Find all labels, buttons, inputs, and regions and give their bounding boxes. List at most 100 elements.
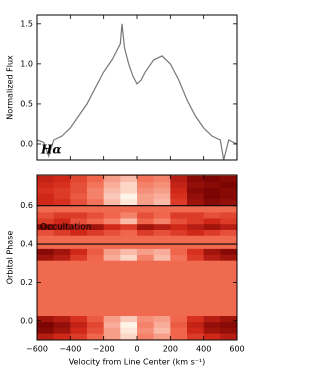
x-tick-label: 600	[229, 345, 244, 354]
heat-cell	[203, 175, 221, 183]
heat-cell	[53, 327, 71, 334]
heat-cell	[153, 212, 171, 219]
heat-cell	[187, 254, 204, 261]
heat-cell	[120, 223, 138, 230]
heat-cell	[137, 327, 154, 334]
heat-cell	[87, 198, 104, 206]
heat-cell	[87, 175, 104, 183]
heat-cell	[187, 181, 204, 188]
heat-cell	[187, 193, 204, 200]
heat-cell	[170, 316, 188, 323]
heat-cell	[120, 181, 138, 188]
heat-cell	[170, 327, 188, 334]
heat-cell	[120, 248, 138, 255]
heat-cell	[187, 333, 204, 340]
heat-cell	[170, 187, 188, 194]
heat-cell	[37, 187, 54, 194]
heat-cell	[53, 254, 71, 261]
heat-cell	[103, 316, 121, 323]
heat-cell	[187, 248, 204, 255]
heat-cell	[103, 333, 121, 340]
heat-cell	[70, 181, 88, 188]
heat-cell	[70, 198, 88, 206]
heat-cell	[220, 223, 238, 230]
y-tick-label: 0.0	[20, 316, 33, 325]
heat-cell	[120, 175, 138, 183]
heat-cell	[120, 187, 138, 194]
heat-cell	[37, 175, 54, 183]
y-tick-label: 0.5	[20, 99, 33, 108]
heat-cell	[70, 333, 88, 340]
heat-cell	[87, 218, 104, 225]
heat-cell	[203, 181, 221, 188]
heat-cell	[87, 333, 104, 340]
line-annotation: Hα	[40, 143, 62, 157]
flux-line	[36, 23, 238, 161]
heat-cell	[120, 218, 138, 225]
heat-cell	[70, 316, 88, 323]
heat-cell	[220, 316, 238, 323]
heat-cell	[53, 198, 71, 206]
heat-cell	[170, 198, 188, 206]
heat-cell	[120, 333, 138, 340]
heat-cell	[170, 218, 188, 225]
heat-cell	[70, 218, 88, 225]
x-axis-label: Velocity from Line Center (km s⁻¹)	[69, 358, 206, 367]
heat-cell	[37, 229, 54, 236]
heat-cell	[220, 333, 238, 340]
heat-cell	[220, 229, 238, 236]
y-axis-label: Normalized Flux	[6, 55, 15, 120]
heat-cell	[87, 229, 104, 236]
heat-cell	[137, 321, 154, 328]
y-tick-label: 0.2	[20, 278, 33, 287]
heat-cell	[70, 321, 88, 328]
y-tick-label: 0.4	[20, 240, 33, 249]
x-tick-label: −600	[26, 345, 48, 354]
heat-cell	[70, 248, 88, 255]
y-tick-label: 0.6	[20, 201, 33, 210]
heat-cell	[220, 327, 238, 334]
heat-cell	[203, 212, 221, 219]
heat-cell	[103, 229, 121, 236]
heat-cell	[170, 229, 188, 236]
heat-cell	[53, 223, 71, 230]
heat-cell	[70, 223, 88, 230]
heat-cell	[87, 316, 104, 323]
heat-cell	[137, 223, 154, 230]
heat-cell	[37, 316, 54, 323]
heat-cell	[170, 321, 188, 328]
heat-cell	[103, 212, 121, 219]
heat-cell	[120, 327, 138, 334]
heat-cell	[153, 223, 171, 230]
x-tick-label: 400	[196, 345, 211, 354]
heat-cell	[153, 333, 171, 340]
heat-cell	[203, 316, 221, 323]
heat-cell	[153, 187, 171, 194]
heat-cell	[103, 187, 121, 194]
heat-cell	[37, 254, 54, 261]
heat-cell	[87, 223, 104, 230]
heat-cell	[220, 175, 238, 183]
heat-cell	[153, 316, 171, 323]
heat-cell	[153, 175, 171, 183]
heat-cell	[120, 198, 138, 206]
heat-cell	[53, 218, 71, 225]
heat-cell	[203, 333, 221, 340]
heat-cell	[137, 248, 154, 255]
heat-cell	[203, 248, 221, 255]
heat-cell	[153, 248, 171, 255]
heat-cell	[153, 198, 171, 206]
heat-cell	[220, 248, 238, 255]
heat-cell	[153, 229, 171, 236]
x-tick-label: −200	[93, 345, 115, 354]
heat-cell	[120, 316, 138, 323]
heat-cell	[87, 181, 104, 188]
heat-cell	[137, 198, 154, 206]
heat-cell	[153, 254, 171, 261]
heat-cell	[87, 321, 104, 328]
plot-frame	[36, 14, 238, 161]
heat-cell	[53, 181, 71, 188]
heat-cell	[187, 198, 204, 206]
heat-cell	[137, 175, 154, 183]
heat-cell	[220, 218, 238, 225]
